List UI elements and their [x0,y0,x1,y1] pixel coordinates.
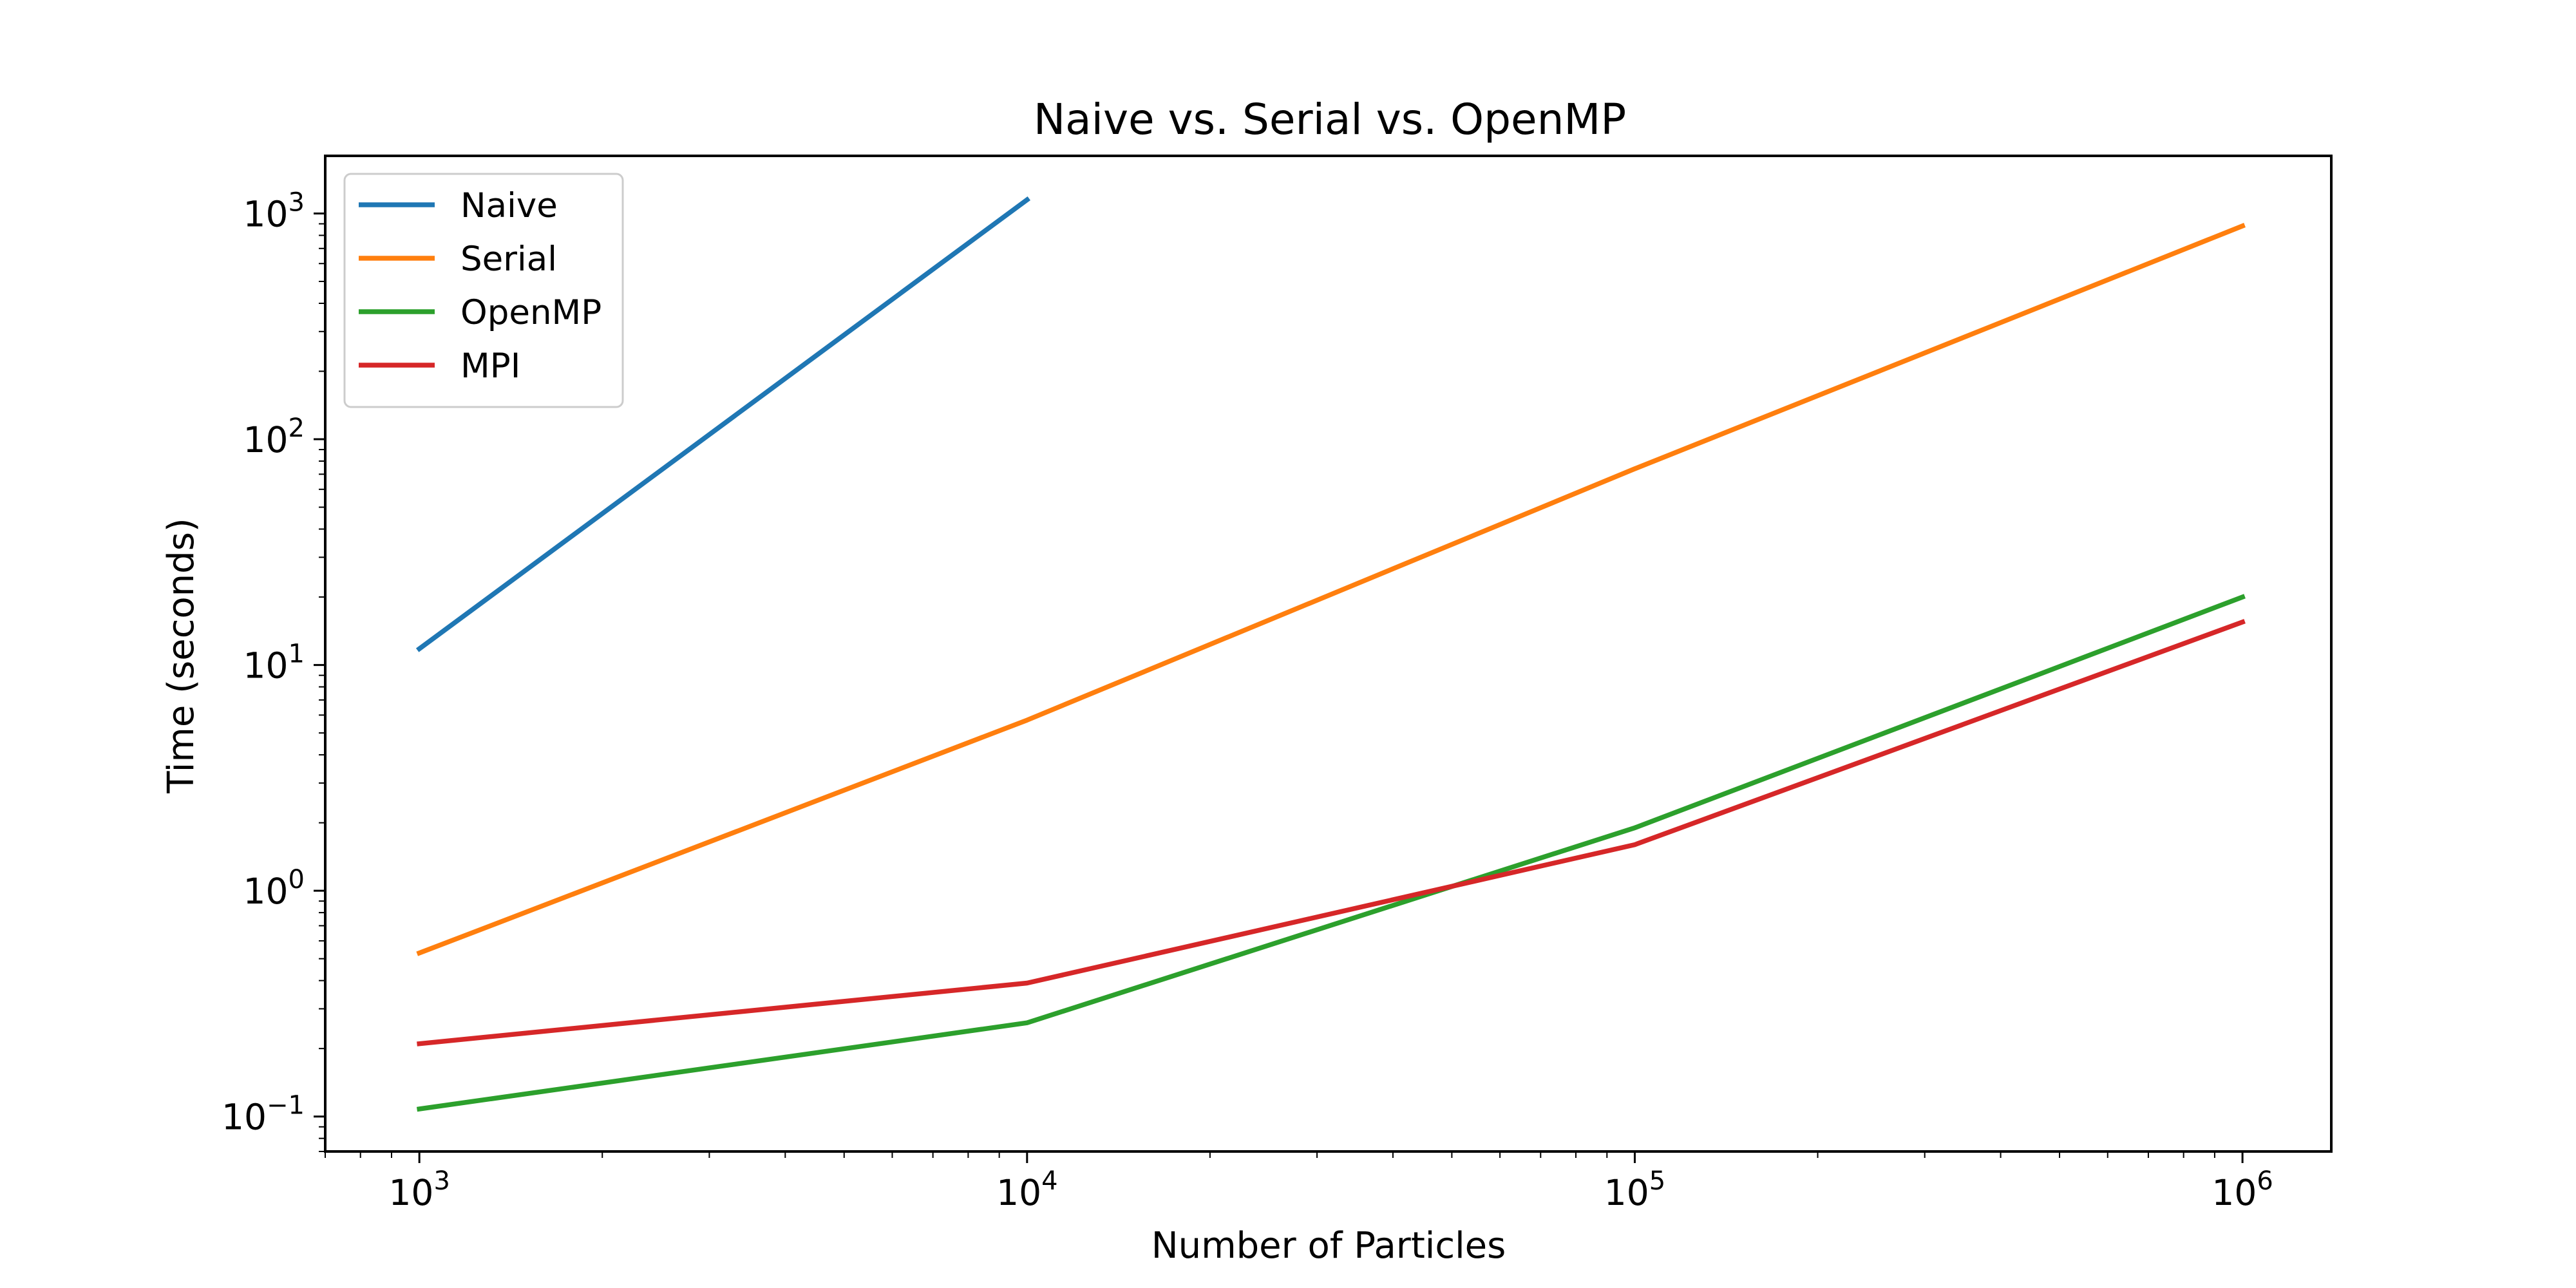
chart-title: Naive vs. Serial vs. OpenMP [1034,95,1626,144]
x-axis: 103 104 105 106 [325,1151,2273,1213]
legend-label-serial: Serial [460,240,557,279]
x-tick-label: 105 [1604,1166,1665,1213]
y-tick-label: 101 [243,639,305,687]
y-tick-label: 10−1 [222,1091,305,1138]
series-line-openmp [416,594,2246,1112]
series-line-mpi [417,619,2246,1046]
x-tick-label: 104 [996,1166,1057,1213]
x-tick-label: 103 [388,1166,450,1213]
series-line-serial [416,223,2246,956]
y-tick-label: 103 [243,187,305,234]
y-tick-label: 102 [243,413,305,460]
series-line-naive [415,196,1031,652]
y-axis: 10−1 100 101 102 103 [222,187,325,1152]
series-layer [415,196,2246,1112]
plot-area [324,155,2333,1153]
y-tick-label: 100 [243,865,305,912]
legend: Naive Serial OpenMP MPI [343,173,624,408]
y-axis-label: Time (seconds) [160,518,202,793]
legend-label-mpi: MPI [460,346,520,386]
x-axis-label: Number of Particles [1151,1225,1506,1267]
legend-label-naive: Naive [460,186,558,225]
x-tick-label: 106 [2211,1166,2273,1213]
legend-label-openmp: OpenMP [460,293,601,332]
legend-box [343,173,624,408]
plot-frame [324,155,2333,1153]
